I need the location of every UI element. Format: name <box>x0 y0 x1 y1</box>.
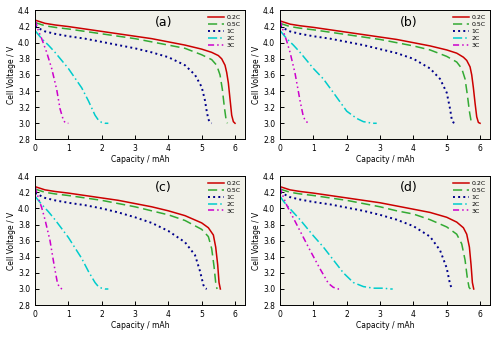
X-axis label: Capacity / mAh: Capacity / mAh <box>356 321 414 330</box>
X-axis label: Capacity / mAh: Capacity / mAh <box>111 155 169 164</box>
Legend: 0.2C, 0.5C, 1C, 2C, 3C: 0.2C, 0.5C, 1C, 2C, 3C <box>207 179 242 215</box>
Y-axis label: Cell Voltage / V: Cell Voltage / V <box>252 46 261 104</box>
X-axis label: Capacity / mAh: Capacity / mAh <box>111 321 169 330</box>
Y-axis label: Cell Voltage / V: Cell Voltage / V <box>7 212 16 270</box>
Text: (c): (c) <box>155 181 171 194</box>
Text: (b): (b) <box>400 16 417 29</box>
Y-axis label: Cell Voltage / V: Cell Voltage / V <box>7 46 16 104</box>
Legend: 0.2C, 0.5C, 1C, 2C, 3C: 0.2C, 0.5C, 1C, 2C, 3C <box>452 179 487 215</box>
X-axis label: Capacity / mAh: Capacity / mAh <box>356 155 414 164</box>
Text: (a): (a) <box>155 16 172 29</box>
Legend: 0.2C, 0.5C, 1C, 2C, 3C: 0.2C, 0.5C, 1C, 2C, 3C <box>452 13 487 49</box>
Legend: 0.2C, 0.5C, 1C, 2C, 3C: 0.2C, 0.5C, 1C, 2C, 3C <box>207 13 242 49</box>
Text: (d): (d) <box>400 181 417 194</box>
Y-axis label: Cell Voltage / V: Cell Voltage / V <box>252 212 261 270</box>
